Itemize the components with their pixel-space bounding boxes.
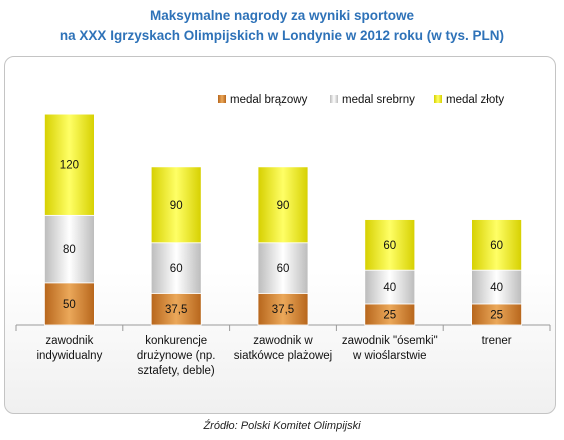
legend-swatch xyxy=(218,95,226,103)
data-label: 120 xyxy=(60,160,79,172)
chart-title-line1: Maksymalne nagrody za wyniki sportowe xyxy=(149,8,415,23)
data-label: 60 xyxy=(170,263,183,275)
bar-segment-medal-brązowy xyxy=(257,292,309,326)
bar-segment-medal-srebrny xyxy=(364,269,416,305)
category-label: zawodnik xyxy=(45,335,93,347)
data-label: 25 xyxy=(383,309,396,321)
category-label: zawodnik "ósemki" xyxy=(342,335,438,347)
bar-segment-medal-złoty xyxy=(150,166,202,244)
category-label: siatkówce plażowej xyxy=(234,350,332,362)
data-label: 80 xyxy=(63,244,76,256)
category-label: drużynowe (np. xyxy=(137,350,216,362)
bar-segment-medal-srebrny xyxy=(471,269,523,305)
data-label: 60 xyxy=(490,240,503,252)
data-label: 40 xyxy=(383,282,396,294)
data-label: 40 xyxy=(490,282,503,294)
category-label: sztafety, deble) xyxy=(138,365,215,377)
legend-entry: medal złoty xyxy=(446,94,504,106)
bar-segment-medal-brązowy xyxy=(150,292,202,326)
bar-segment-medal-złoty xyxy=(44,113,95,216)
bar-segment-medal-złoty xyxy=(364,219,416,271)
data-label: 60 xyxy=(383,240,396,252)
bar-segment-medal-srebrny xyxy=(150,242,202,294)
legend-swatch xyxy=(434,95,442,103)
data-label: 90 xyxy=(277,200,290,212)
legend-swatch xyxy=(330,95,338,103)
legend-entry: medal brązowy xyxy=(230,94,308,106)
legend-entry: medal srebrny xyxy=(342,94,415,106)
data-label: 37,5 xyxy=(272,304,294,316)
category-label: indywidualny xyxy=(36,350,102,362)
chart-title-line2: na XXX Igrzyskach Olimpijskich w Londyni… xyxy=(59,28,505,43)
category-label: konkurencje xyxy=(145,335,207,347)
data-label: 60 xyxy=(277,263,290,275)
bar-segment-medal-złoty xyxy=(471,219,523,271)
data-label: 25 xyxy=(490,309,503,321)
bar-segment-medal-brązowy xyxy=(44,282,95,326)
category-label: w wioślarstwie xyxy=(352,350,427,362)
bar-segment-medal-srebrny xyxy=(257,242,309,294)
bar-segment-medal-złoty xyxy=(257,166,309,244)
category-label: zawodnik w xyxy=(253,335,313,347)
category-label: trener xyxy=(482,335,512,347)
data-label: 90 xyxy=(170,200,183,212)
data-label: 50 xyxy=(63,299,76,311)
chart-title: Maksymalne nagrody za wyniki sportowe na… xyxy=(0,6,564,46)
data-label: 37,5 xyxy=(165,304,187,316)
source-note: Źródło: Polski Komitet Olimpijski xyxy=(203,420,361,432)
